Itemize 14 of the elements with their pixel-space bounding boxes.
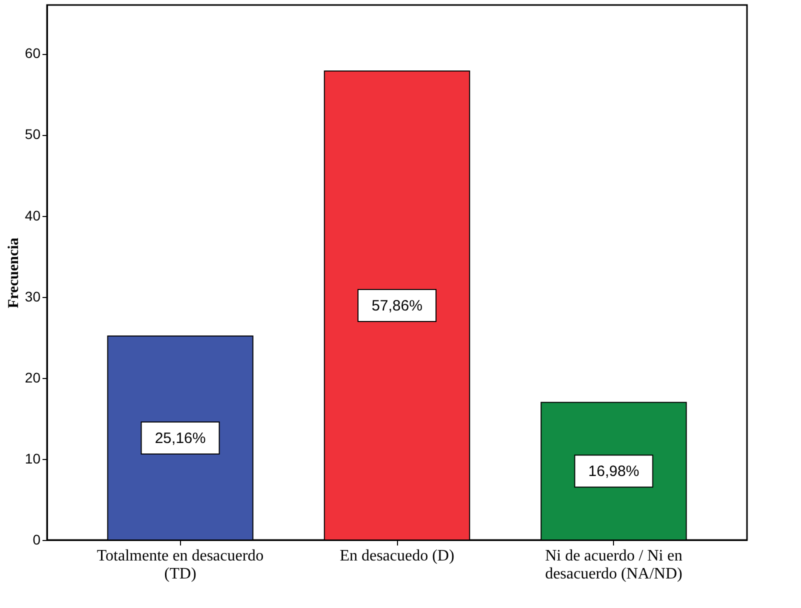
y-tick-label: 20 [24,369,41,386]
x-tick-label: Totalmente en desacuerdo (TD) [96,548,264,582]
data-label: 57,86% [372,297,422,314]
y-axis-title: Frecuencia [6,237,22,308]
y-tick-label: 60 [24,45,41,62]
y-tick-label: 10 [24,450,41,466]
y-tick-label: 50 [24,126,41,142]
data-label: 16,98% [588,463,640,480]
data-label: 25,16% [154,430,206,448]
x-tick-label: En desacuedo (D) [340,548,454,564]
y-tick-label: 0 [32,532,41,548]
y-tick-label: 40 [24,207,41,224]
y-tick-label: 30 [24,288,41,304]
x-tick-label: Ni de acuerdo / Ni en desacuerdo (NA/ND) [545,548,682,582]
